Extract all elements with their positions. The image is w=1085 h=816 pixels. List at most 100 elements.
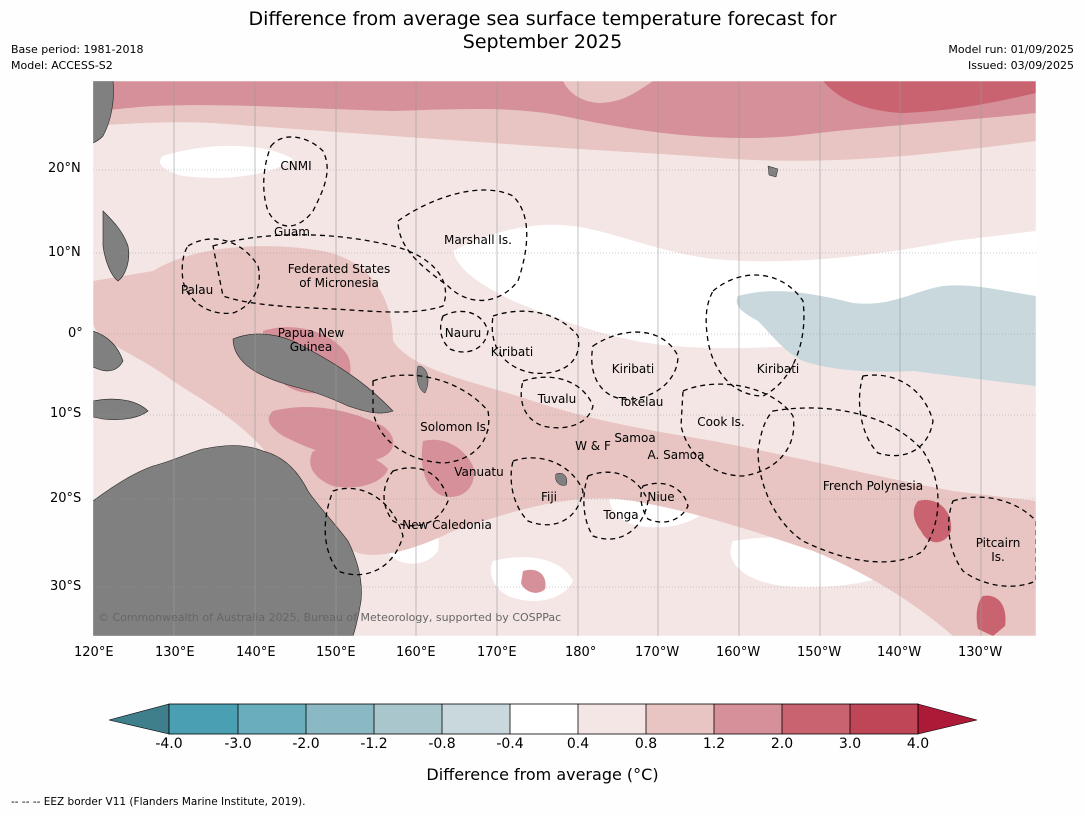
lon-label-130e: 130°E <box>155 645 195 660</box>
label-marshall: Marshall Is. <box>444 233 512 247</box>
eez-tuvalu <box>520 376 594 429</box>
colorbar-bin-10 <box>782 704 850 734</box>
eez-vanuatu <box>383 467 449 527</box>
land-asia <box>93 81 114 144</box>
label-kiribati-central: Kiribati <box>612 362 654 376</box>
cool-area-equatorial <box>736 285 1036 386</box>
eez-marshall <box>397 189 528 302</box>
colorbar-tick-5: -0.8 <box>428 736 456 752</box>
label-niue: Niue <box>647 490 674 504</box>
warm-patch-french-polynesia <box>913 500 952 543</box>
map-title: Difference from average sea surface temp… <box>0 8 1085 54</box>
colorbar-tick-3: -2.0 <box>292 736 320 752</box>
lon-label-150w: 150°W <box>797 645 842 660</box>
eez-kiribati-phoenix <box>591 331 679 400</box>
eez-nauru <box>439 310 489 353</box>
title-line-1: Difference from average sea surface temp… <box>248 8 837 30</box>
colorbar-tick-11: 3.0 <box>838 736 862 752</box>
lat-label-20n: 20°N <box>48 161 81 176</box>
colorbar <box>108 703 978 735</box>
colorbar-tick-4: -1.2 <box>360 736 388 752</box>
lon-label-170e: 170°E <box>477 645 517 660</box>
lat-label-30s: 30°S <box>50 579 82 594</box>
title-line-2: September 2025 <box>462 31 623 53</box>
colorbar-bin-8 <box>646 704 714 734</box>
anomaly-band-north-3 <box>823 81 1036 113</box>
lon-label-160w: 160°W <box>716 645 761 660</box>
metadata-right: Model run: 01/09/2025 Issued: 03/09/2025 <box>948 42 1074 74</box>
land-philippines <box>102 210 130 282</box>
land-australia <box>93 445 362 636</box>
lon-label-140w: 140°W <box>877 645 922 660</box>
label-tuvalu: Tuvalu <box>537 392 577 406</box>
label-png-1: Papua New <box>278 326 345 340</box>
region-labels: CNMI Guam Marshall Is. Federated States … <box>181 159 1020 564</box>
anomaly-band-north-2 <box>93 81 1036 139</box>
label-png-2: Guinea <box>290 340 333 354</box>
colorbar-bin-11 <box>850 704 918 734</box>
eez-borders <box>181 136 1036 587</box>
colorbar-bin-9 <box>714 704 782 734</box>
eez-pitcairn <box>948 496 1036 587</box>
label-kiribati-east: Kiribati <box>757 362 799 376</box>
label-american-samoa: A. Samoa <box>648 448 705 462</box>
neutral-area-1 <box>159 145 293 178</box>
eez-cnmi <box>263 136 328 227</box>
colorbar-tick-8: 0.8 <box>634 736 658 752</box>
land-indonesia-south <box>93 398 149 421</box>
colorbar-tick-10: 2.0 <box>770 736 794 752</box>
label-samoa: Samoa <box>614 431 655 445</box>
eez-fiji <box>510 457 584 526</box>
copyright-text: © Commonwealth of Australia 2025, Bureau… <box>98 611 561 624</box>
metadata-left: Base period: 1981-2018 Model: ACCESS-S2 <box>11 42 143 74</box>
anomaly-patch-north-light <box>563 81 653 103</box>
label-palau: Palau <box>181 283 213 297</box>
label-cook: Cook Is. <box>697 415 744 429</box>
lat-label-10s: 10°S <box>50 406 82 421</box>
eez-kiribati-gilbert <box>491 310 580 374</box>
land-new-guinea <box>232 333 394 414</box>
colorbar-tick-7: 0.4 <box>566 736 590 752</box>
warm-patch-south-1 <box>521 569 546 593</box>
colorbar-bin-6 <box>510 704 578 734</box>
lat-label-0: 0° <box>68 326 83 341</box>
warm-patch-south-2 <box>976 595 1006 636</box>
label-french-polynesia: French Polynesia <box>823 479 923 493</box>
warm-patch-solomon <box>268 406 394 461</box>
lon-label-180: 180° <box>565 645 597 660</box>
issued-date: Issued: 03/09/2025 <box>967 59 1074 72</box>
colorbar-bin-7 <box>578 704 646 734</box>
land-indonesia <box>93 330 124 372</box>
label-guam: Guam <box>274 225 310 239</box>
colorbar-tick-1: -4.0 <box>155 736 183 752</box>
label-solomon: Solomon Is. <box>420 420 490 434</box>
model-name: Model: ACCESS-S2 <box>11 59 113 72</box>
label-pitcairn-1: Pitcairn <box>976 536 1021 550</box>
colorbar-tick-9: 1.2 <box>702 736 726 752</box>
label-fsm-2: of Micronesia <box>299 276 379 290</box>
label-cnmi: CNMI <box>280 159 311 173</box>
colorbar-extend-high <box>917 703 978 735</box>
colorbar-tick-2: -3.0 <box>224 736 252 752</box>
lon-label-160e: 160°E <box>396 645 436 660</box>
colorbar-bin-1 <box>169 704 238 734</box>
land-fiji <box>555 473 567 486</box>
colorbar-extend-low <box>108 703 170 735</box>
label-new-caledonia: New Caledonia <box>402 518 492 532</box>
label-kiribati-west: Kiribati <box>491 345 533 359</box>
lon-label-130w: 130°W <box>958 645 1003 660</box>
lat-label-20s: 20°S <box>50 491 82 506</box>
colorbar-bin-5 <box>442 704 510 734</box>
eez-kiribati-line <box>705 274 805 397</box>
lat-label-10n: 10°N <box>48 245 81 260</box>
warm-patch-vanuatu <box>421 439 474 497</box>
eez-footnote: -- -- -- EEZ border V11 (Flanders Marine… <box>11 796 306 808</box>
model-run: Model run: 01/09/2025 <box>948 43 1074 56</box>
graticule <box>93 81 1036 636</box>
eez-niue <box>640 482 689 523</box>
land-hawaii <box>767 165 779 178</box>
label-tonga: Tonga <box>602 508 638 522</box>
label-wf: W & F <box>575 439 611 453</box>
warm-patch-coral-sea <box>310 449 388 488</box>
lon-label-170w: 170°W <box>635 645 680 660</box>
